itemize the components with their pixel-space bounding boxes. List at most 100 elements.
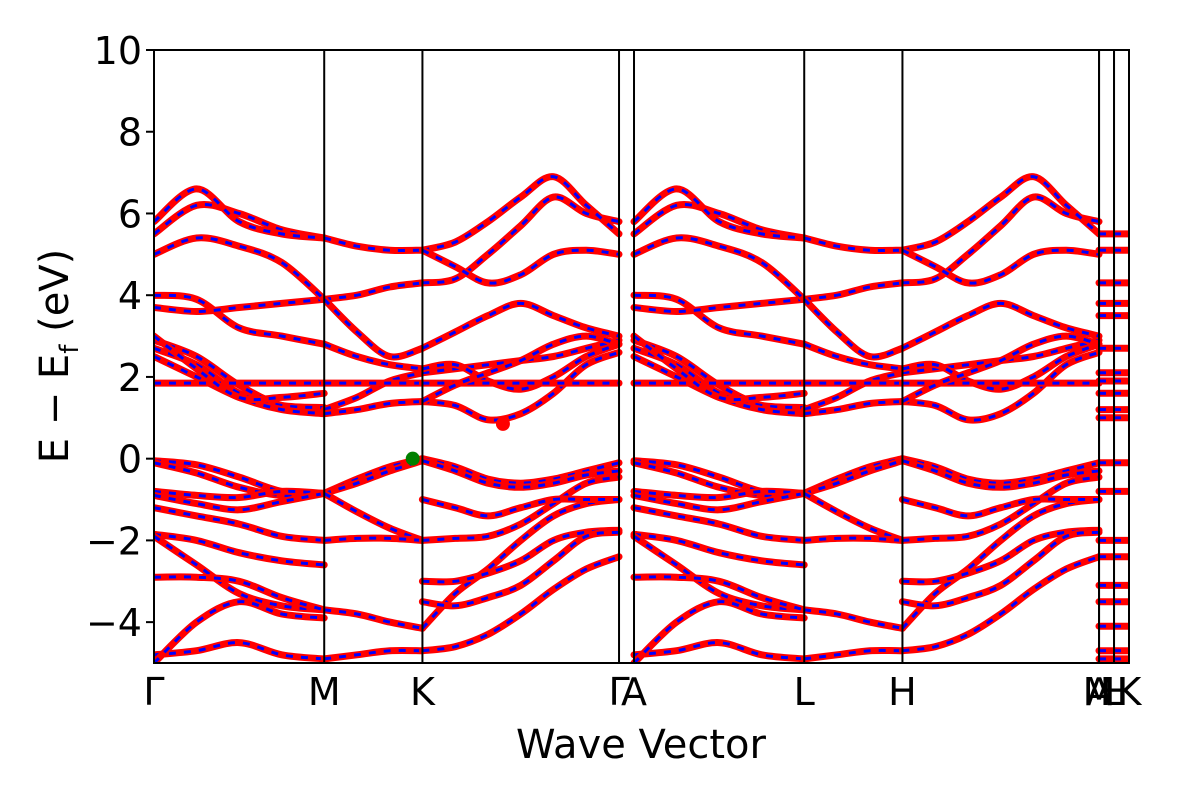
band-gm-blue: [154, 600, 325, 663]
band-kg-blue: [422, 457, 620, 485]
band-mk-blue: [323, 298, 423, 359]
band-al-red: [630, 530, 808, 569]
y-tick-label: −4: [86, 601, 142, 645]
band-al-red: [630, 639, 808, 663]
band-kg-blue: [422, 350, 620, 422]
plot-frame: [153, 49, 1130, 664]
band-al-red: [630, 573, 808, 614]
band-al-red: [630, 504, 808, 544]
band-gm-blue: [154, 293, 325, 346]
band-mk-blue: [323, 459, 423, 495]
k-point-label: M: [308, 670, 341, 714]
band-lh-blue: [804, 648, 903, 661]
extremum-marker: [495, 416, 510, 431]
band-ha-blue: [902, 475, 1100, 542]
band-kg-blue: [422, 475, 620, 542]
band-kg-blue: [421, 334, 620, 403]
band-kg-blue: [421, 248, 620, 285]
band-lh-blue: [803, 371, 903, 412]
band-lh-blue: [803, 236, 903, 253]
k-point-label: L: [794, 670, 815, 714]
band-gm-red: [154, 489, 328, 514]
band-kg-blue: [422, 528, 620, 584]
band-kg-blue: [421, 459, 620, 489]
extremum-marker: [405, 451, 420, 466]
band-gm-red: [154, 504, 328, 544]
y-axis-title-unit: (eV): [32, 249, 78, 345]
y-tick-label: −2: [86, 519, 142, 563]
band-al-blue: [633, 334, 805, 402]
band-gm-red: [154, 530, 328, 569]
band-mk-blue: [323, 236, 423, 253]
band-gm-red: [154, 295, 328, 315]
band-lh-blue: [804, 281, 903, 301]
k-point-label: K: [410, 670, 436, 714]
band-ha-blue: [901, 459, 1100, 489]
band-lh-blue: [804, 536, 903, 542]
band-ha-blue: [902, 555, 1100, 653]
band-al-blue: [633, 535, 805, 612]
y-axis-title-subscript: f: [55, 344, 85, 354]
band-mk-blue: [324, 648, 423, 661]
band-al-red: [630, 489, 808, 514]
band-ha-blue: [902, 175, 1100, 252]
band-kg-blue: [422, 530, 620, 608]
band-gm-blue: [154, 334, 325, 402]
band-kg-blue: [422, 338, 620, 375]
band-al-red: [630, 487, 808, 502]
k-point-label: H: [888, 670, 917, 714]
band-gm-red: [154, 639, 328, 663]
k-point-label: A: [621, 670, 647, 714]
y-tick-label: 0: [118, 438, 142, 482]
x-axis-title: Wave Vector: [516, 722, 767, 768]
band-mk-blue: [324, 281, 423, 301]
band-al-blue: [633, 187, 805, 240]
band-ha-red: [898, 299, 1103, 352]
band-kg-blue: [422, 342, 620, 391]
y-axis-title-main: E − E: [32, 354, 78, 464]
band-gm-blue: [154, 236, 326, 301]
band-lh-blue: [804, 608, 903, 630]
band-kg-blue: [422, 175, 620, 252]
band-mk-blue: [324, 608, 423, 630]
y-ticks: 10 8 6 4 2 0 −2 −4: [86, 29, 154, 645]
band-kg-blue: [421, 498, 620, 630]
k-point-label: L: [1103, 670, 1124, 714]
band-lh-blue: [803, 342, 903, 371]
band-ha-blue: [901, 248, 1100, 285]
band-ha-blue: [901, 301, 1100, 350]
k-point-label: K: [1117, 670, 1143, 714]
band-mk-blue: [323, 342, 423, 371]
bands-layer: [154, 173, 1129, 663]
y-tick-label: 8: [118, 111, 142, 155]
band-al-red: [630, 234, 808, 303]
band-al-red: [630, 295, 808, 315]
y-tick-label: 4: [118, 274, 142, 318]
band-kg-red: [418, 299, 623, 352]
band-mk-blue: [324, 536, 423, 542]
band-ha-blue: [901, 498, 1100, 630]
band-kg-blue: [422, 497, 619, 518]
high-symmetry-lines: [323, 50, 1116, 663]
k-point-label: Γ: [143, 670, 164, 714]
y-tick-label: 10: [94, 29, 142, 73]
band-al-blue: [632, 600, 805, 663]
band-mk-blue: [323, 371, 423, 412]
y-tick-label: 2: [118, 356, 142, 400]
band-kg-blue: [422, 555, 620, 653]
band-lh-blue: [803, 298, 903, 359]
band-ha-blue: [902, 338, 1100, 375]
band-gm-blue: [154, 535, 325, 612]
band-ha-blue: [902, 528, 1100, 584]
band-al-blue: [633, 293, 805, 346]
band-kg-blue: [422, 195, 620, 285]
band-al-blue: [633, 236, 806, 301]
markers-layer: [405, 416, 510, 466]
band-ha-blue: [902, 497, 1099, 518]
band-gm-red: [154, 234, 328, 303]
k-point-label: Γ: [608, 670, 629, 714]
band-gm-red: [154, 487, 328, 502]
band-ha-blue: [901, 334, 1100, 403]
band-ha-blue: [902, 457, 1100, 485]
